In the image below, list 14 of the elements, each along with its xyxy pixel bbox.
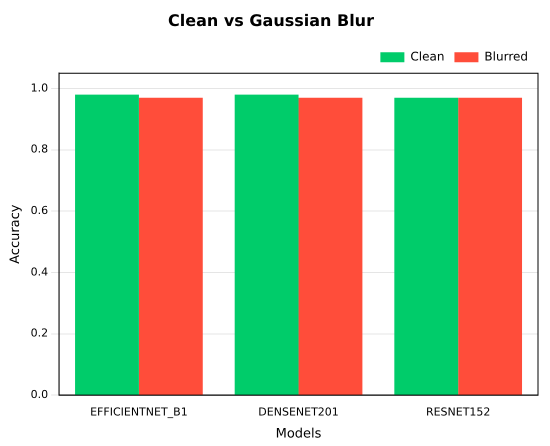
x-tick-label: EFFICIENTNET_B1 [90,406,188,419]
y-tick-label: 0.2 [30,326,48,340]
legend-label: Blurred [484,49,528,64]
x-tick-label: DENSENET201 [258,406,339,419]
x-tick-label: RESNET152 [426,406,490,419]
y-tick-label: 0.6 [30,204,48,218]
y-tick-label: 1.0 [30,81,48,94]
y-tick-label: 0.0 [30,388,48,402]
y-tick-label: 0.4 [30,265,48,278]
y-tick-label: 0.8 [30,142,48,156]
chart-title: Clean vs Gaussian Blur [168,10,374,30]
x-axis-title: Models [276,426,322,442]
legend-label: Clean [410,49,444,64]
y-axis-title: Accuracy [8,204,24,264]
